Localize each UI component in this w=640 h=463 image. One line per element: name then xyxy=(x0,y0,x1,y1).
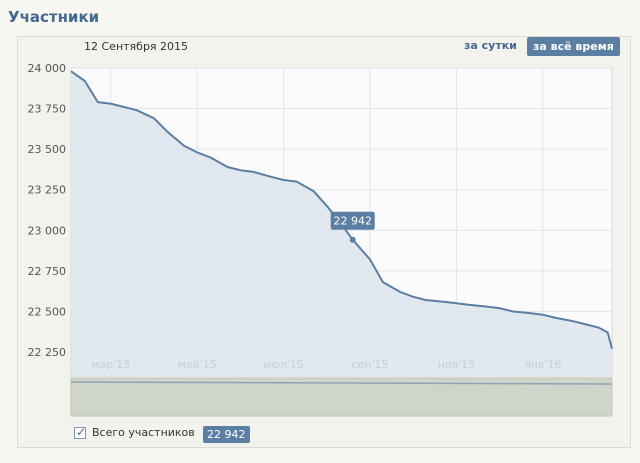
y-tick-label: 22 250 xyxy=(28,346,67,359)
highlight-point xyxy=(349,236,356,243)
y-tick-label: 22 750 xyxy=(28,265,67,278)
period-day-button[interactable]: за сутки xyxy=(464,39,517,52)
y-tick-label: 23 750 xyxy=(28,103,67,116)
y-tick-label: 23 000 xyxy=(28,224,67,237)
legend-value-badge: 22 942 xyxy=(203,426,250,443)
series-area xyxy=(71,71,612,376)
page-title: Участники xyxy=(8,8,100,26)
legend-checkbox[interactable]: ✓ xyxy=(74,424,87,439)
legend-label: Всего участников xyxy=(92,426,195,439)
tooltip-box xyxy=(330,211,375,230)
period-all-button[interactable]: за всё время xyxy=(527,37,620,56)
y-tick-label: 24 000 xyxy=(28,62,67,75)
legend: ✓ Всего участников xyxy=(74,424,195,439)
tooltip-label: 22 942 xyxy=(333,215,372,228)
y-tick-label: 22 500 xyxy=(28,305,67,318)
y-tick-label: 23 500 xyxy=(28,143,67,156)
chart-date: 12 Сентября 2015 xyxy=(84,40,189,53)
overview-line xyxy=(70,381,613,385)
series-line xyxy=(70,70,613,350)
check-icon: ✓ xyxy=(76,424,87,439)
y-tick-label: 23 250 xyxy=(28,184,67,197)
